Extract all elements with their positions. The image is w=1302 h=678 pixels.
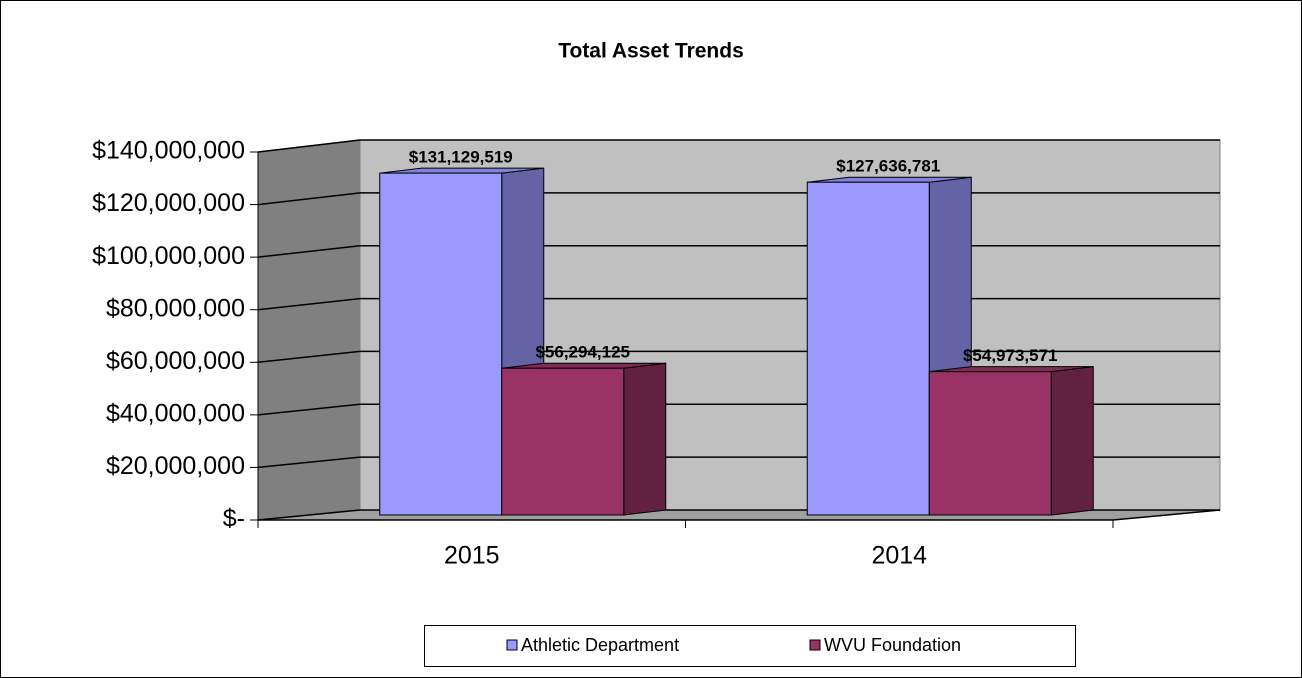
chart-title: Total Asset Trends — [558, 40, 744, 63]
bar — [379, 172, 503, 516]
legend-label: WVU Foundation — [824, 635, 961, 655]
legend-swatch — [809, 639, 821, 651]
x-tick-label: 2015 — [444, 542, 500, 570]
data-label: $56,294,125 — [535, 343, 630, 362]
y-tick-label: $60,000,000 — [106, 347, 245, 375]
bar-side — [1050, 366, 1094, 516]
data-label: $54,973,571 — [963, 346, 1058, 365]
grid-line — [257, 244, 361, 258]
bar — [501, 367, 625, 516]
grid-line — [257, 192, 361, 206]
y-tick-label: $120,000,000 — [92, 189, 245, 217]
bar — [928, 371, 1052, 516]
grid-line — [257, 456, 361, 469]
y-tick-label: $100,000,000 — [92, 242, 245, 270]
grid-line — [257, 403, 361, 416]
bar-side — [623, 362, 667, 516]
x-tick-label: 2014 — [871, 542, 927, 570]
y-tick-label: $40,000,000 — [106, 399, 245, 427]
data-label: $131,129,519 — [409, 148, 513, 167]
legend-swatch — [506, 639, 518, 651]
bar — [806, 181, 930, 516]
grid-line — [257, 297, 361, 311]
legend-label: Athletic Department — [521, 635, 679, 655]
y-tick-label: $20,000,000 — [106, 452, 245, 480]
grid-line — [257, 350, 361, 364]
grid-line — [257, 139, 361, 153]
legend-box — [424, 625, 1076, 667]
y-tick-label: $80,000,000 — [106, 294, 245, 322]
y-tick-label: $140,000,000 — [92, 137, 245, 165]
y-tick-label: $- — [223, 505, 245, 533]
grid-line — [257, 509, 361, 521]
data-label: $127,636,781 — [836, 157, 940, 176]
